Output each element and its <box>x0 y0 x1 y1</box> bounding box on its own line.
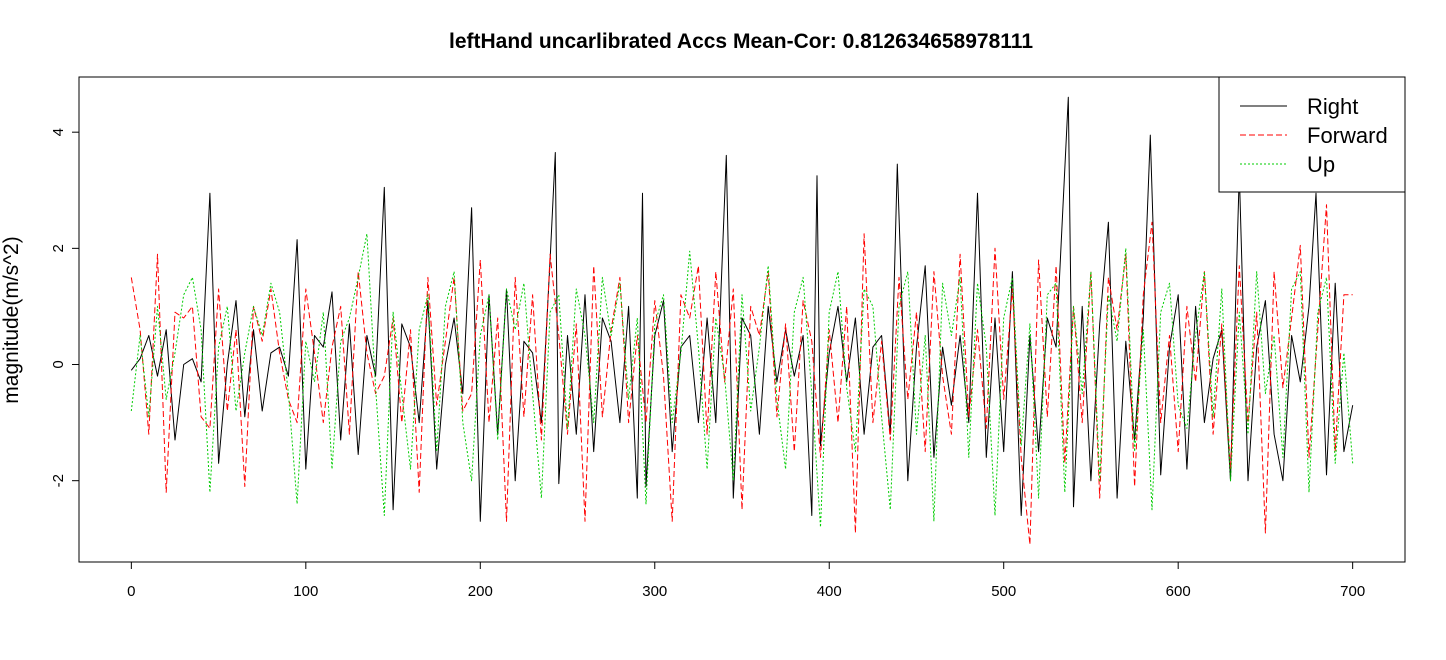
x-tick-label: 600 <box>1166 583 1191 600</box>
x-tick-label: 300 <box>642 583 667 600</box>
x-tick-label: 200 <box>468 583 493 600</box>
y-tick-label: -2 <box>50 474 67 487</box>
series-layer <box>130 96 1354 546</box>
x-tick-label: 0 <box>127 583 135 600</box>
series-line-up <box>130 233 1354 528</box>
x-tick-label: 100 <box>293 583 318 600</box>
y-tick-label: 2 <box>50 244 67 252</box>
y-axis-label: magnitude(m/s^2) <box>0 236 23 403</box>
legend-label-forward: Forward <box>1307 123 1388 148</box>
y-axis: -2 0 2 4 <box>50 128 80 487</box>
chart-title: leftHand uncarlibrated Accs Mean-Cor: 0.… <box>449 30 1033 53</box>
x-tick-label: 700 <box>1340 583 1365 600</box>
y-tick-label: 0 <box>50 360 67 368</box>
x-tick-label: 400 <box>817 583 842 600</box>
series-line-forward <box>130 204 1353 546</box>
y-tick-label: 4 <box>50 128 67 136</box>
x-tick-label: 500 <box>991 583 1016 600</box>
legend-label-right: Right <box>1307 94 1358 119</box>
x-axis: 0 100 200 300 400 500 600 700 <box>127 561 1365 600</box>
legend-label-up: Up <box>1307 152 1335 177</box>
legend: Right Forward Up <box>1218 76 1406 193</box>
series-line-right <box>130 96 1354 522</box>
